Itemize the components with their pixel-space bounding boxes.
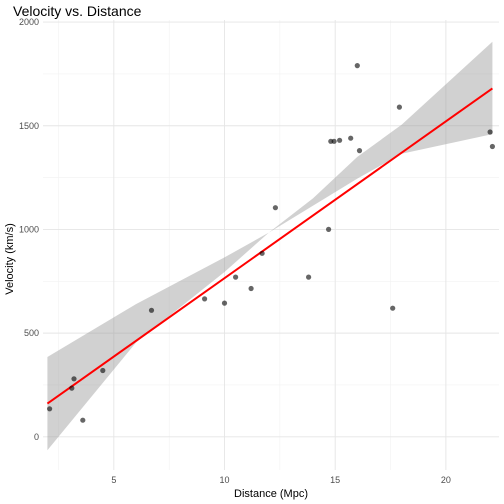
data-point: [248, 285, 254, 292]
x-tick-label: 5: [111, 475, 116, 485]
data-point: [390, 305, 396, 311]
data-point: [348, 135, 354, 141]
data-point: [69, 385, 75, 391]
data-point: [487, 129, 493, 135]
chart-title: Velocity vs. Distance: [13, 3, 142, 19]
data-point: [356, 148, 363, 154]
data-point: [221, 300, 228, 306]
data-point: [337, 137, 343, 143]
data-point: [354, 63, 360, 69]
regression-line: [46, 87, 493, 405]
data-point: [326, 226, 332, 232]
y-tick-label: 2000: [19, 17, 39, 27]
x-tick-label: 10: [220, 475, 230, 485]
data-point: [100, 367, 106, 374]
major-grid: [43, 20, 499, 470]
data-point: [47, 406, 53, 412]
data-point: [80, 417, 86, 423]
y-axis-ticks: 0 500 1000 1500 2000: [19, 17, 39, 442]
y-axis-title: Velocity (km/s): [4, 223, 16, 295]
x-axis-title: Distance (Mpc): [234, 488, 308, 500]
y-tick-label: 500: [24, 328, 39, 338]
y-tick-label: 0: [34, 432, 39, 442]
y-tick-label: 1000: [19, 224, 39, 234]
data-point: [233, 274, 239, 280]
x-axis-ticks: 5 10 15 20: [111, 475, 451, 485]
data-point: [331, 138, 337, 144]
data-point: [396, 104, 402, 110]
data-point: [272, 205, 278, 211]
data-point: [259, 250, 265, 256]
data-point: [71, 376, 77, 382]
data-point: [306, 274, 312, 280]
data-point: [489, 143, 495, 150]
confidence-band: [47, 41, 493, 451]
y-tick-label: 1500: [19, 121, 39, 131]
minor-grid: [43, 20, 499, 470]
x-tick-label: 20: [441, 475, 451, 485]
data-points: [47, 63, 495, 423]
x-tick-label: 15: [330, 475, 340, 485]
data-point: [148, 307, 155, 313]
data-point: [202, 296, 208, 302]
